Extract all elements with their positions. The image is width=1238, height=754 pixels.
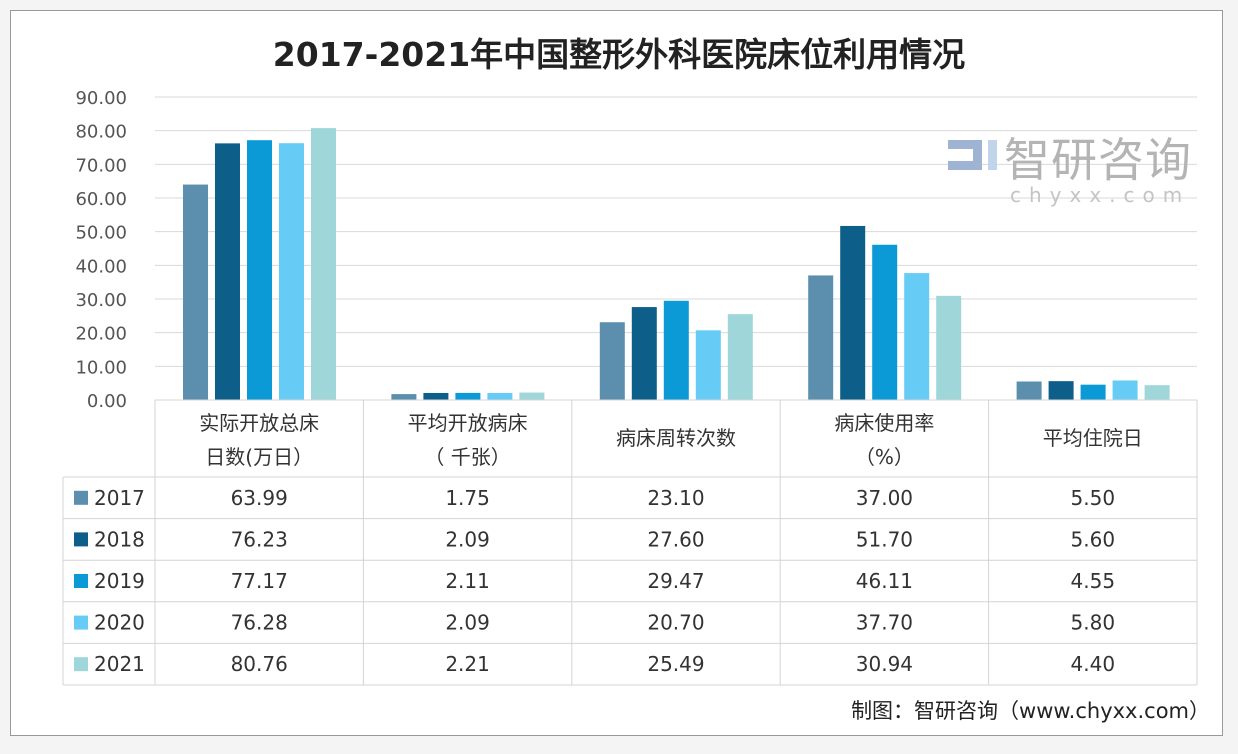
bar-2018-4 [1048, 381, 1074, 400]
chart-title: 2017-2021年中国整形外科医院床位利用情况 [273, 35, 965, 74]
source-note: 制图：智研咨询（www.chyxx.com） [851, 699, 1210, 723]
bar-2018-0 [215, 143, 240, 400]
bar-2019-0 [247, 140, 272, 400]
table-cell: 23.10 [647, 486, 704, 510]
category-label: 病床使用率 [834, 411, 934, 435]
legend-label: 2021 [94, 652, 145, 676]
category-label: 实际开放总床 [199, 411, 319, 435]
y-tick-label: 90.00 [75, 88, 127, 109]
legend-swatch-2021 [74, 657, 88, 672]
category-label: 日数(万日） [205, 445, 313, 469]
table-cell: 2.11 [445, 569, 490, 593]
bar-2020-4 [1112, 380, 1138, 400]
y-tick-label: 20.00 [75, 324, 127, 345]
table-cell: 63.99 [231, 486, 288, 510]
bar-2019-2 [663, 300, 689, 400]
bar-2017-1 [391, 394, 417, 400]
table-cell: 2.21 [445, 652, 490, 676]
table-cell: 76.23 [231, 527, 288, 551]
legend-swatch-2020 [74, 615, 88, 630]
watermark-logo [948, 140, 997, 170]
bar-2021-1 [519, 392, 545, 400]
table-cell: 5.80 [1071, 611, 1116, 635]
bar-2020-3 [904, 273, 930, 400]
table-cell: 2.09 [445, 527, 490, 551]
bar-2017-2 [599, 322, 625, 400]
legend-label: 2018 [94, 527, 145, 551]
table-cell: 5.50 [1071, 486, 1116, 510]
watermark-text: 智研咨询 [1004, 133, 1192, 187]
legend-swatch-2018 [74, 532, 88, 547]
table-cell: 37.00 [856, 486, 913, 510]
y-tick-label: 0.00 [87, 391, 127, 412]
bar-2019-1 [455, 392, 481, 400]
bar-2019-3 [872, 244, 898, 400]
bar-2017-0 [183, 184, 208, 400]
table-cell: 29.47 [647, 569, 704, 593]
category-label: 平均住院日 [1043, 426, 1143, 450]
table-cell: 4.55 [1071, 569, 1116, 593]
bar-2021-2 [727, 314, 753, 400]
bar-2021-4 [1144, 385, 1170, 400]
legend-label: 2017 [94, 486, 145, 510]
y-tick-label: 70.00 [75, 155, 127, 176]
legend-label: 2020 [94, 611, 145, 635]
bar-2017-4 [1016, 381, 1042, 400]
category-label: 病床周转次数 [616, 426, 736, 450]
bar-2021-0 [311, 128, 336, 400]
table-cell: 27.60 [647, 527, 704, 551]
table-cell: 51.70 [856, 527, 913, 551]
table-cell: 2.09 [445, 611, 490, 635]
bar-2018-2 [631, 307, 657, 400]
table-cell: 5.60 [1071, 527, 1116, 551]
table-cell: 77.17 [231, 569, 288, 593]
category-label: （%） [855, 445, 914, 469]
legend-swatch-2017 [74, 490, 88, 505]
legend-swatch-2019 [74, 574, 88, 588]
y-tick-label: 80.00 [75, 122, 127, 143]
bar-2021-3 [936, 295, 962, 400]
y-tick-label: 50.00 [75, 223, 127, 244]
y-tick-label: 40.00 [75, 256, 127, 277]
bar-2020-0 [279, 143, 304, 400]
bar-2018-1 [423, 392, 449, 400]
table-cell: 1.75 [445, 486, 490, 510]
bar-2019-4 [1080, 384, 1106, 400]
table-cell: 20.70 [647, 611, 704, 635]
legend-label: 2019 [94, 569, 145, 593]
category-label: （ 千张） [424, 445, 510, 469]
bar-2017-3 [808, 275, 834, 400]
table-cell: 30.94 [856, 652, 913, 676]
watermark-subtext: chyxx.com [1010, 183, 1190, 207]
bar-2020-1 [487, 392, 513, 400]
bar-2020-2 [695, 330, 721, 400]
y-tick-label: 60.00 [75, 189, 127, 210]
table-cell: 76.28 [231, 611, 288, 635]
table-cell: 25.49 [647, 652, 704, 676]
category-label: 平均开放病床 [408, 411, 528, 435]
table-cell: 4.40 [1071, 652, 1116, 676]
bar-2018-3 [840, 225, 866, 400]
table-cell: 80.76 [231, 652, 288, 676]
y-tick-label: 10.00 [75, 357, 127, 378]
table-cell: 37.70 [856, 611, 913, 635]
y-tick-label: 30.00 [75, 290, 127, 311]
table-cell: 46.11 [856, 569, 913, 593]
